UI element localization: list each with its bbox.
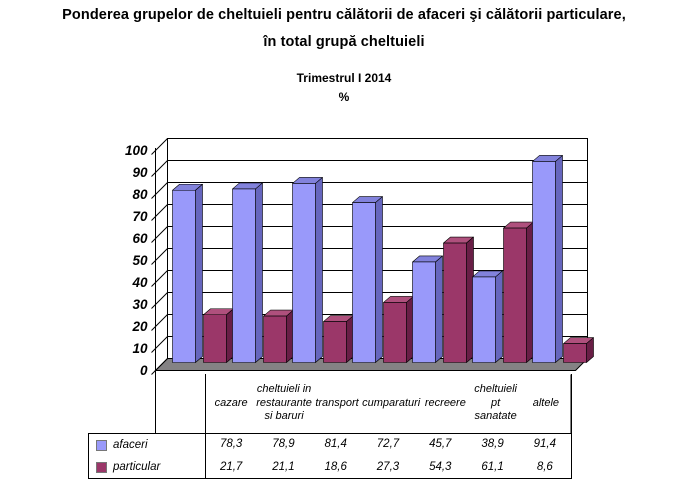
y-tick (151, 314, 168, 331)
chart-title-line-1: Ponderea grupelor de cheltuieli pentru c… (62, 7, 626, 23)
y-tick (151, 248, 168, 265)
value-cell: 81,4 (324, 438, 347, 451)
bar-particular-1 (263, 315, 287, 363)
bar-afaceri-5 (472, 276, 496, 363)
bar-particular-3 (383, 302, 407, 363)
y-tick (151, 226, 168, 243)
legend: afaceri particular (88, 433, 206, 479)
value-cell: 18,6 (324, 460, 347, 473)
y-axis-label: 50 (132, 253, 148, 268)
legend-item-particular: particular (89, 456, 205, 478)
bar-particular-2 (323, 321, 347, 363)
value-cell: 38,9 (481, 438, 504, 451)
value-cell: 45,7 (429, 438, 452, 451)
y-tick (151, 292, 168, 309)
bar-side-afaceri-5 (495, 270, 503, 363)
bar-side-afaceri-6 (555, 155, 563, 363)
value-cell: 21,7 (219, 460, 243, 473)
legend-label-afaceri: afaceri (113, 439, 148, 451)
data-table-values: 78,3 78,9 81,4 72,7 45,7 38,9 91,4 21,7 … (205, 433, 572, 479)
bar-particular-4 (443, 242, 467, 363)
y-axis-label: 0 (140, 363, 148, 378)
value-cell: 54,3 (429, 460, 452, 473)
value-cell: 78,3 (219, 438, 243, 451)
bar-side-afaceri-1 (255, 182, 263, 363)
category-header: altele (532, 396, 559, 409)
y-axis-label: 80 (132, 187, 148, 202)
table-row-particular: 21,7 21,1 18,6 27,3 54,3 61,1 8,6 (205, 456, 571, 479)
bar-side-afaceri-0 (195, 183, 203, 363)
y-tick (151, 336, 168, 353)
y-axis-label: 10 (132, 341, 148, 356)
value-cell: 91,4 (533, 438, 557, 451)
y-tick (151, 270, 168, 287)
legend-label-particular: particular (113, 461, 161, 473)
legend-swatch-afaceri (96, 439, 107, 451)
y-tick (151, 204, 168, 221)
category-header: recreere (424, 396, 466, 409)
unit-label: % (338, 90, 350, 104)
legend-swatch-particular (96, 461, 107, 473)
y-axis-label: 30 (132, 297, 148, 312)
y-axis-label: 70 (132, 209, 148, 224)
value-cell: 27,3 (376, 460, 400, 473)
category-header: cheltuieli pt sanatate (474, 383, 518, 423)
y-tick (151, 160, 168, 177)
bar-particular-5 (503, 227, 527, 363)
category-header: transport (315, 396, 359, 409)
bar-afaceri-2 (292, 183, 316, 363)
y-axis-label: 100 (125, 143, 148, 158)
value-cell: 61,1 (481, 460, 504, 473)
category-header: cazare (214, 396, 248, 409)
value-cell: 78,9 (272, 438, 295, 451)
table-row-afaceri: 78,3 78,9 81,4 72,7 45,7 38,9 91,4 (205, 433, 571, 456)
bar-particular-0 (203, 314, 227, 363)
bar-chart-3d: 0 10 20 30 40 50 60 70 80 90 100 (125, 138, 594, 434)
bar-side-afaceri-4 (435, 255, 443, 363)
y-axis-label: 60 (132, 231, 148, 246)
category-header: cumparaturi (362, 396, 421, 409)
y-tick (151, 358, 168, 375)
bar-afaceri-6 (532, 161, 556, 363)
data-table-header-row: cazare cheltuieli in restaurante si baru… (205, 374, 572, 434)
y-tick (151, 182, 168, 199)
bar-afaceri-1 (232, 188, 256, 363)
bar-afaceri-3 (352, 202, 376, 363)
value-cell: 8,6 (536, 460, 553, 473)
y-axis-label: 20 (131, 319, 148, 334)
value-cell: 21,1 (272, 460, 295, 473)
chart-subtitle: Trimestrul I 2014 (296, 71, 392, 85)
legend-item-afaceri: afaceri (89, 434, 205, 456)
bar-side-afaceri-2 (315, 177, 323, 363)
chart-title-line-2: în total grupă cheltuieli (263, 34, 425, 50)
y-tick (151, 138, 168, 155)
bar-afaceri-0 (172, 189, 196, 363)
value-cell: 72,7 (376, 438, 400, 451)
y-axis-label: 40 (131, 275, 148, 290)
bar-particular-6 (563, 343, 587, 363)
y-axis-label: 90 (132, 165, 148, 180)
category-header: cheltuieli in restaurante si baruri (256, 383, 312, 423)
bar-side-afaceri-3 (375, 196, 383, 363)
bar-afaceri-4 (412, 261, 436, 363)
